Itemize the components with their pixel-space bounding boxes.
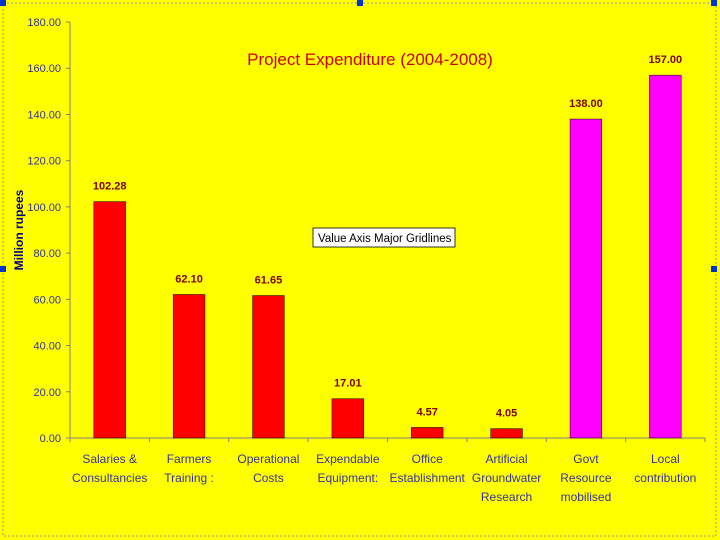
selection-handle[interactable] [357,0,363,6]
y-tick-label: 40.00 [33,341,61,353]
bar[interactable] [331,398,364,439]
axes: 0.00 20.00 40.00 60.00 80.00 100.00 120.00 140.… [27,17,706,445]
selection-handle[interactable] [0,0,6,6]
chart-title: Project Expenditure (2004-2008) [247,50,493,69]
x-tick-label: Expendable [316,452,380,466]
x-tick-label: Office [412,452,443,466]
data-label: 17.01 [334,378,362,390]
x-tick-label: Operational [237,452,299,466]
x-tick-label: Resource [560,471,612,485]
x-tick-label: Costs [253,471,284,485]
y-tick-label: 60.00 [33,294,61,306]
y-tick-label: 20.00 [33,387,61,399]
y-tick-label: 100.00 [27,202,61,214]
x-tick-label: contribution [634,471,696,485]
x-tick-label: Local [651,452,680,466]
y-axis-title: Million rupees [12,189,26,270]
data-label: 102.28 [93,181,127,193]
selection-handle[interactable] [711,266,717,272]
data-label: 62.10 [175,273,203,285]
bar[interactable] [252,295,285,439]
selection-handle[interactable] [711,0,717,6]
x-tick-label: Salaries & [82,452,137,466]
x-tick-label: Consultancies [72,471,147,485]
y-tick-label: 120.00 [27,156,61,168]
y-tick-label: 80.00 [33,248,61,260]
bars [93,74,682,439]
y-tick-label: 0.00 [40,433,61,445]
tooltip: Value Axis Major Gridlines [312,227,456,248]
x-tick-label: Groundwater [472,471,541,485]
data-label: 4.57 [416,406,437,418]
data-label: 61.65 [255,275,283,287]
bar[interactable] [172,294,206,439]
y-tick-label: 160.00 [27,63,61,75]
bar[interactable] [411,427,444,439]
selection-handle[interactable] [0,266,6,272]
tooltip-box [312,227,456,248]
y-tick-label: 180.00 [27,17,61,29]
data-label: 4.05 [496,408,517,420]
tooltip-text: Value Axis Major Gridlines [318,233,452,245]
bar[interactable] [93,201,126,439]
y-tick-label: 140.00 [27,109,61,121]
x-tick-label: Farmers [167,452,212,466]
data-label: 138.00 [569,98,603,110]
x-tick-label: Research [481,490,532,504]
bar[interactable] [490,428,523,439]
data-label: 157.00 [648,54,682,66]
category-labels: Salaries & Consultancies Farmers Training :… [72,452,696,504]
bar[interactable] [649,74,682,439]
bar[interactable] [569,118,603,439]
x-tick-label: mobilised [561,490,612,504]
x-tick-label: Establishment [390,471,466,485]
x-tick-label: Artificial [486,452,528,466]
x-tick-label: Training : [164,471,214,485]
x-tick-label: Govt [573,452,599,466]
data-labels: 102.28 62.10 61.65 17.01 4.57 4.05 138.00 157.0… [93,54,682,419]
x-tick-label: Equipment: [317,471,378,485]
